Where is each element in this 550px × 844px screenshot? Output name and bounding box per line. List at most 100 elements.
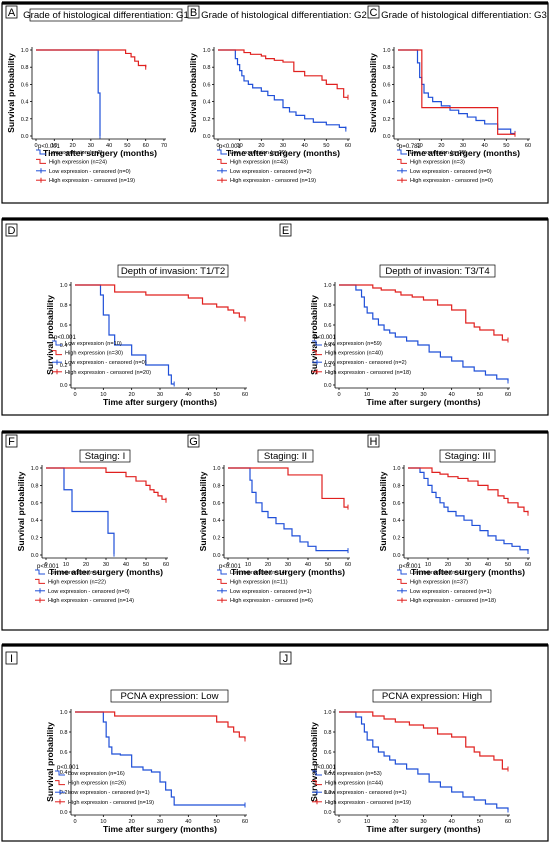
panel-letter-box [5,651,18,665]
y-axis-label: Survival probability [309,295,319,375]
x-axis-label: Time after surgery (months) [226,148,340,158]
legend-step-symbol [312,780,322,786]
x-tick-label: 30 [103,562,109,568]
high-expression-curve [339,711,508,770]
legend-step-symbol [217,569,227,575]
p-value: p<0.001 [57,765,80,771]
x-tick-label: 0 [216,143,219,149]
y-axis-label: Survival probability [16,471,26,551]
y-tick-label: 0.2 [60,363,68,369]
panel-letter-box [367,5,380,19]
low-expression-curve [46,467,115,555]
legend-entry: Low expression (n=59) [325,341,382,347]
x-tick-label: 60 [242,392,248,398]
panel-letter: B [190,7,197,19]
y-tick-label: 0.0 [213,553,221,559]
y-tick-label: 1.0 [60,283,68,289]
x-tick-label: 0 [226,562,229,568]
x-tick-label: 60 [525,143,531,149]
panel-title-box [79,449,131,463]
legend-step-symbol [36,158,46,164]
y-tick-label: 1.0 [324,710,332,716]
x-tick-label: 50 [477,392,483,398]
x-tick-label: 20 [129,392,135,398]
x-tick-label: 50 [477,819,483,825]
y-tick-label: 1.0 [393,466,401,472]
p-value: p<0.001 [399,564,422,570]
y-tick-label: 0.2 [21,117,29,123]
y-tick-label: 1.0 [324,283,332,289]
panel-title: Staging: II [264,451,307,462]
y-tick-label: 0.6 [324,323,332,329]
x-tick-label: 20 [258,143,264,149]
x-tick-label: 60 [505,392,511,398]
x-tick-label: 40 [449,392,455,398]
p-value: p<0.001 [38,144,61,150]
panel-b: B Grade of histological differentiation: … [187,5,367,184]
x-tick-label: 50 [214,819,220,825]
panel-j: J PCNA expression: High 0.0 0.2 0.4 0.6 0.8 1.0… [279,651,511,834]
panel-letter-box [5,5,18,19]
y-axis-label: Survival probability [198,471,208,551]
y-axis-label: Survival probability [309,722,319,802]
panel-letter: H [370,436,378,448]
panel-title: PCNA expression: High [382,691,482,702]
legend-entry: Low expression - censored (n=0) [49,169,131,175]
panel-letter: E [282,225,289,237]
legend-entry: High expression - censored (n=0) [410,178,493,184]
y-tick-label: 0.6 [324,750,332,756]
low-expression-curve [218,49,347,130]
legend-entry: Low expression (n=41) [410,570,467,576]
x-tick-label: 50 [143,562,149,568]
x-tick-label: 50 [325,562,331,568]
legend-entry: Low expression - censored (n=1) [68,790,150,796]
x-tick-label: 30 [88,143,94,149]
x-tick-label: 30 [420,392,426,398]
y-tick-label: 0.8 [393,483,401,489]
y-tick-label: 1.0 [213,466,221,472]
x-tick-label: 30 [157,819,163,825]
y-tick-label: 0.2 [324,790,332,796]
panel-letter-box [187,434,200,448]
legend-entry: Low expression - censored (n=1) [410,589,492,595]
panel-letter: J [283,653,289,665]
y-tick-label: 0.0 [383,134,391,140]
x-tick-label: 30 [460,143,466,149]
panel-f: F Staging: I 0.0 0.2 0.4 0.6 0.8 1.0 0 10 20 30 40 50… [5,434,169,604]
legend-entry: High expression - censored (n=6) [230,598,313,604]
y-tick-label: 0.0 [60,810,68,816]
panel-letter-box [279,651,292,665]
low-expression-curve [75,284,175,385]
x-tick-label: 60 [242,819,248,825]
legend-entry: Low expression - censored (n=0) [410,169,492,175]
panel-letter-box [5,223,18,237]
legend-step-symbol [52,340,62,346]
legend-entry: High expression - censored (n=19) [325,800,411,806]
y-tick-label: 0.2 [60,790,68,796]
y-tick-label: 0.0 [393,553,401,559]
panel-title-box [379,264,496,278]
y-tick-label: 0.6 [213,501,221,507]
x-tick-label: 60 [525,562,531,568]
legend-entry: Low expression (n=14) [230,570,287,576]
y-tick-label: 0.6 [203,82,211,88]
panel-letter: D [8,225,16,237]
legend-entry: High expression - censored (n=14) [48,598,134,604]
x-tick-label: 40 [123,562,129,568]
x-axis-label: Time after surgery (months) [231,567,345,577]
y-tick-label: 0.8 [383,65,391,71]
legend-entry: High expression (n=22) [48,579,106,585]
legend-entry: High expression (n=26) [68,781,126,787]
legend-entry: High expression (n=40) [325,351,383,357]
x-tick-label: 70 [161,143,167,149]
legend-entry: High expression (n=11) [230,579,288,585]
x-tick-label: 0 [34,143,37,149]
legend-step-symbol [35,578,45,584]
x-tick-label: 0 [406,562,409,568]
legend-entry: High expression - censored (n=18) [325,370,411,376]
x-tick-label: 0 [337,392,340,398]
high-expression-curve [75,711,246,739]
x-tick-label: 40 [302,143,308,149]
x-axis-label: Time after surgery (months) [103,824,217,834]
high-expression-curve [398,49,515,135]
